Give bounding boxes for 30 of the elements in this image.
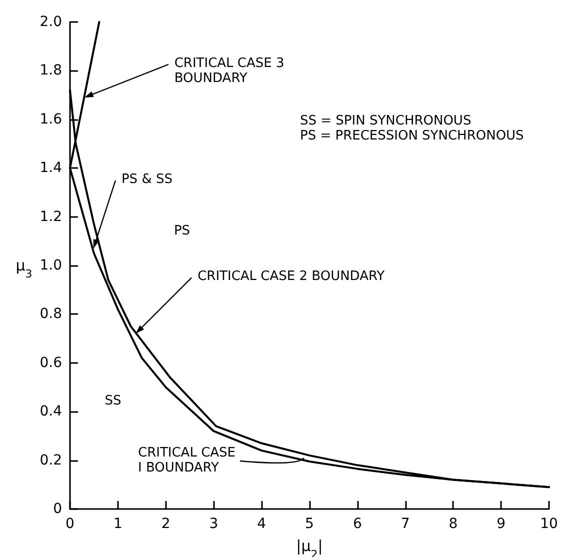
y-tick-label: 2.0 bbox=[40, 14, 62, 30]
y-tick-label: 1.2 bbox=[40, 208, 62, 225]
x-tick-label: 9 bbox=[496, 516, 506, 532]
x-tick-label: 1 bbox=[113, 516, 122, 532]
y-tick-label: 1.0 bbox=[40, 258, 62, 274]
x-tick-label: 3 bbox=[209, 516, 218, 532]
x-tick-label: 2 bbox=[161, 516, 170, 532]
annotation: PS & SS bbox=[121, 172, 172, 188]
y-tick-label: 1.8 bbox=[40, 62, 62, 79]
annotation: PS bbox=[174, 224, 190, 239]
x-tick-label: 4 bbox=[257, 516, 266, 532]
y-tick-label: 1.6 bbox=[40, 111, 62, 128]
y-tick-label: 0.4 bbox=[40, 404, 62, 420]
y-tick-label: 0.2 bbox=[40, 452, 62, 468]
x-tick-label: 5 bbox=[305, 516, 314, 532]
annotation: CRITICAL CASE 2 BOUNDARY bbox=[198, 269, 385, 284]
y-tick-label: 0 bbox=[53, 501, 62, 517]
annotation: CRITICAL CASE I BOUNDARY bbox=[138, 446, 236, 476]
annotation: SS bbox=[104, 394, 122, 409]
annotation: CRITICAL CASE 3 BOUNDARY bbox=[174, 56, 284, 86]
x-tick-label: 6 bbox=[352, 516, 362, 532]
y-tick-label: 0.6 bbox=[40, 354, 62, 371]
y-axis-title: μ$_{3}$ bbox=[16, 256, 32, 280]
x-tick-label: 10 bbox=[540, 516, 558, 532]
x-tick-label: 7 bbox=[400, 516, 410, 532]
annotation: SS = SPIN SYNCHRONOUS PS = PRECESSION SYNCHRONOUS bbox=[300, 114, 524, 144]
y-tick-label: 1.4 bbox=[40, 160, 62, 176]
y-tick-label: 0.8 bbox=[40, 306, 62, 322]
x-tick-label: 8 bbox=[448, 516, 458, 532]
x-tick-label: 0 bbox=[66, 516, 74, 532]
